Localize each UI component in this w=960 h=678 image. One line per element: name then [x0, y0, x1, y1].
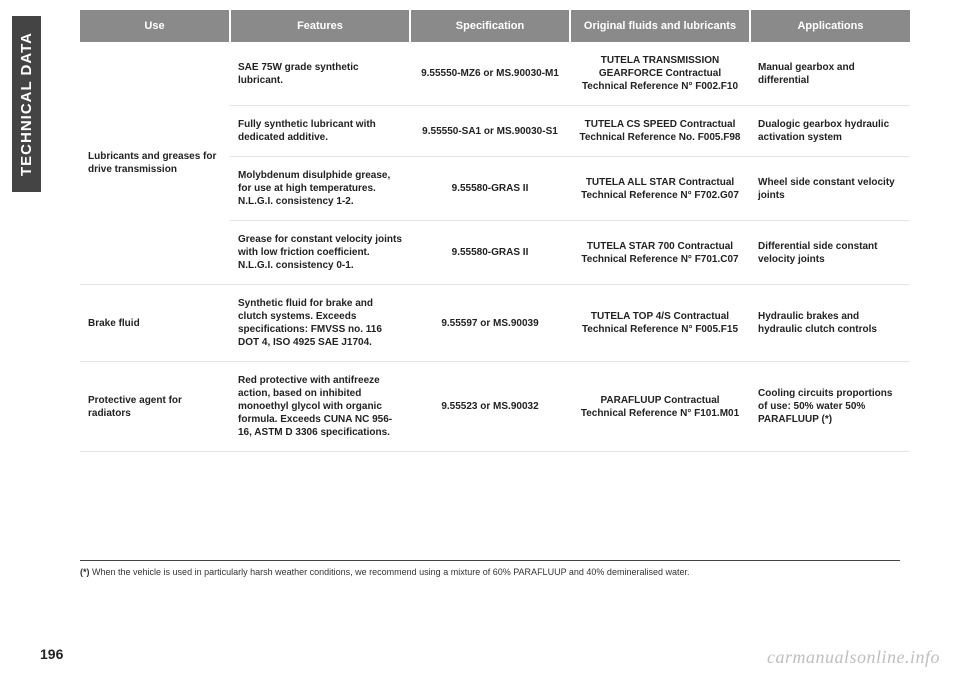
cell-specification: 9.55597 or MS.90039	[410, 285, 570, 362]
footnote-text: When the vehicle is used in particularly…	[92, 567, 689, 577]
cell-use: Protective agent for radiators	[80, 362, 230, 452]
cell-applications: Dualogic gearbox hydraulic activation sy…	[750, 106, 910, 157]
section-title: TECHNICAL DATA	[12, 16, 41, 192]
footnote: (*) When the vehicle is used in particul…	[80, 560, 900, 579]
cell-specification: 9.55580-GRAS II	[410, 157, 570, 221]
cell-features: Grease for constant velocity joints with…	[230, 221, 410, 285]
col-features: Features	[230, 10, 410, 42]
cell-fluids: PARAFLUUP Contractual Technical Referenc…	[570, 362, 750, 452]
page-number: 196	[40, 646, 63, 662]
cell-use: Lubricants and greases for drive transmi…	[80, 42, 230, 285]
cell-features: Red protective with antifreeze action, b…	[230, 362, 410, 452]
cell-applications: Hydraulic brakes and hydraulic clutch co…	[750, 285, 910, 362]
cell-applications: Wheel side constant velocity joints	[750, 157, 910, 221]
table-row: Protective agent for radiators Red prote…	[80, 362, 910, 452]
cell-applications: Cooling circuits proportions of use: 50%…	[750, 362, 910, 452]
cell-fluids: TUTELA TOP 4/S Contractual Technical Ref…	[570, 285, 750, 362]
cell-use: Brake fluid	[80, 285, 230, 362]
table-row: Lubricants and greases for drive transmi…	[80, 42, 910, 106]
page-container: TECHNICAL DATA Use Features Specificatio…	[0, 0, 960, 678]
cell-features: SAE 75W grade synthetic lubricant.	[230, 42, 410, 106]
cell-applications: Manual gearbox and differential	[750, 42, 910, 106]
cell-fluids: TUTELA TRANSMISSION GEARFORCE Contractua…	[570, 42, 750, 106]
footnote-marker: (*)	[80, 567, 90, 577]
table-header: Use Features Specification Original flui…	[80, 10, 910, 42]
table-row: Brake fluid Synthetic fluid for brake an…	[80, 285, 910, 362]
col-use: Use	[80, 10, 230, 42]
cell-applications: Differential side constant velocity join…	[750, 221, 910, 285]
cell-fluids: TUTELA STAR 700 Contractual Technical Re…	[570, 221, 750, 285]
cell-fluids: TUTELA CS SPEED Contractual Technical Re…	[570, 106, 750, 157]
cell-features: Synthetic fluid for brake and clutch sys…	[230, 285, 410, 362]
col-applications: Applications	[750, 10, 910, 42]
col-specification: Specification	[410, 10, 570, 42]
watermark: carmanualsonline.info	[767, 647, 940, 668]
cell-specification: 9.55580-GRAS II	[410, 221, 570, 285]
col-fluids: Original fluids and lubricants	[570, 10, 750, 42]
cell-fluids: TUTELA ALL STAR Contractual Technical Re…	[570, 157, 750, 221]
cell-features: Molybdenum disulphide grease, for use at…	[230, 157, 410, 221]
fluids-table: Use Features Specification Original flui…	[80, 10, 910, 452]
cell-specification: 9.55523 or MS.90032	[410, 362, 570, 452]
cell-specification: 9.55550-MZ6 or MS.90030-M1	[410, 42, 570, 106]
cell-features: Fully synthetic lubricant with dedicated…	[230, 106, 410, 157]
cell-specification: 9.55550-SA1 or MS.90030-S1	[410, 106, 570, 157]
